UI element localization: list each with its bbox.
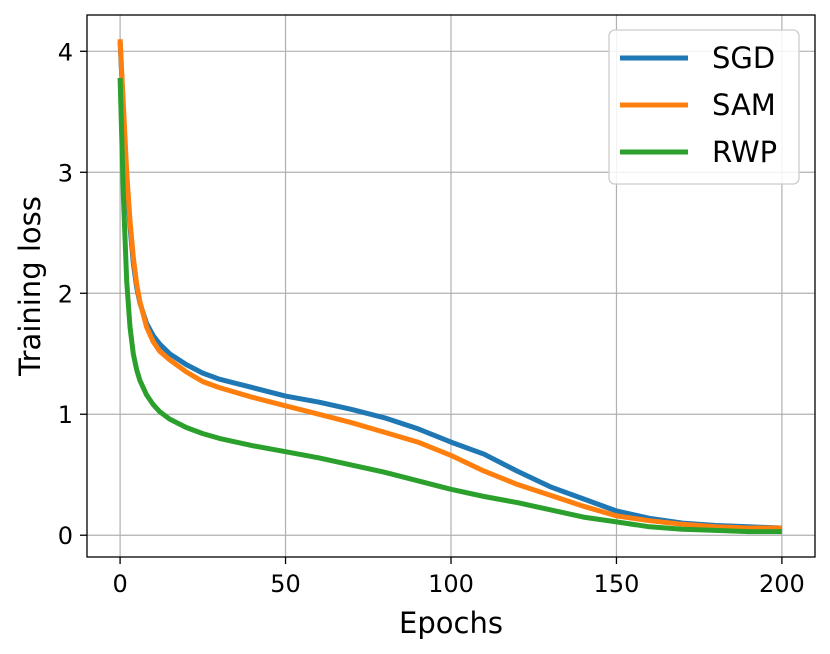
legend-label-sam: SAM [712, 88, 776, 122]
x-tick-label: 0 [112, 570, 127, 598]
series-line-rwp [117, 77, 782, 535]
y-tick-label: 2 [58, 280, 73, 308]
x-tick-label: 100 [428, 570, 474, 598]
legend: SGD SAM RWP [608, 29, 800, 185]
series-lines [117, 39, 782, 535]
axis-ticks: 0 50 100 150 200 0 1 2 3 4 [58, 38, 805, 598]
y-tick-label: 4 [58, 38, 73, 66]
x-tick-label: 200 [759, 570, 805, 598]
legend-label-rwp: RWP [712, 135, 777, 169]
x-tick-label: 150 [594, 570, 640, 598]
legend-label-sgd: SGD [712, 41, 775, 75]
series-line-sam [117, 39, 782, 531]
y-axis-label: Training loss [13, 196, 47, 377]
y-tick-label: 0 [58, 522, 73, 550]
x-axis-label: Epochs [399, 606, 503, 640]
y-tick-label: 3 [58, 159, 73, 187]
legend-box [608, 29, 800, 185]
y-tick-label: 1 [58, 401, 73, 429]
x-tick-label: 50 [270, 570, 301, 598]
